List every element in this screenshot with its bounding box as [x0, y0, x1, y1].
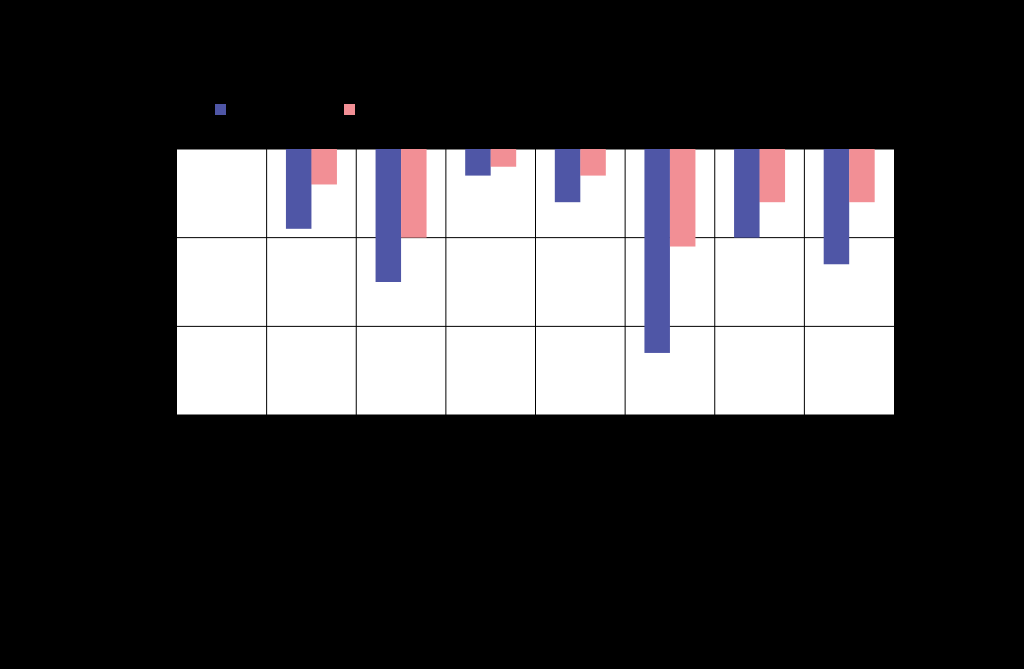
- y-tick-label: -2: [158, 319, 169, 333]
- y-tick-label: 0: [162, 141, 169, 155]
- bar: [644, 149, 670, 353]
- bar: [465, 149, 491, 176]
- bar: [669, 149, 696, 247]
- bar: [823, 149, 850, 265]
- bar: [490, 149, 517, 167]
- bar: [401, 149, 427, 238]
- bar: [759, 149, 786, 203]
- bar: [849, 149, 875, 203]
- legend-swatch: [215, 104, 226, 115]
- bar: [580, 149, 606, 176]
- legend-swatch: [344, 104, 355, 115]
- bar: [554, 149, 581, 203]
- bar: [311, 149, 337, 185]
- y-tick-label: -1: [158, 230, 169, 244]
- bar: [375, 149, 402, 282]
- bar: [734, 149, 760, 238]
- y-tick-label: -3: [158, 407, 169, 421]
- bar: [285, 149, 312, 229]
